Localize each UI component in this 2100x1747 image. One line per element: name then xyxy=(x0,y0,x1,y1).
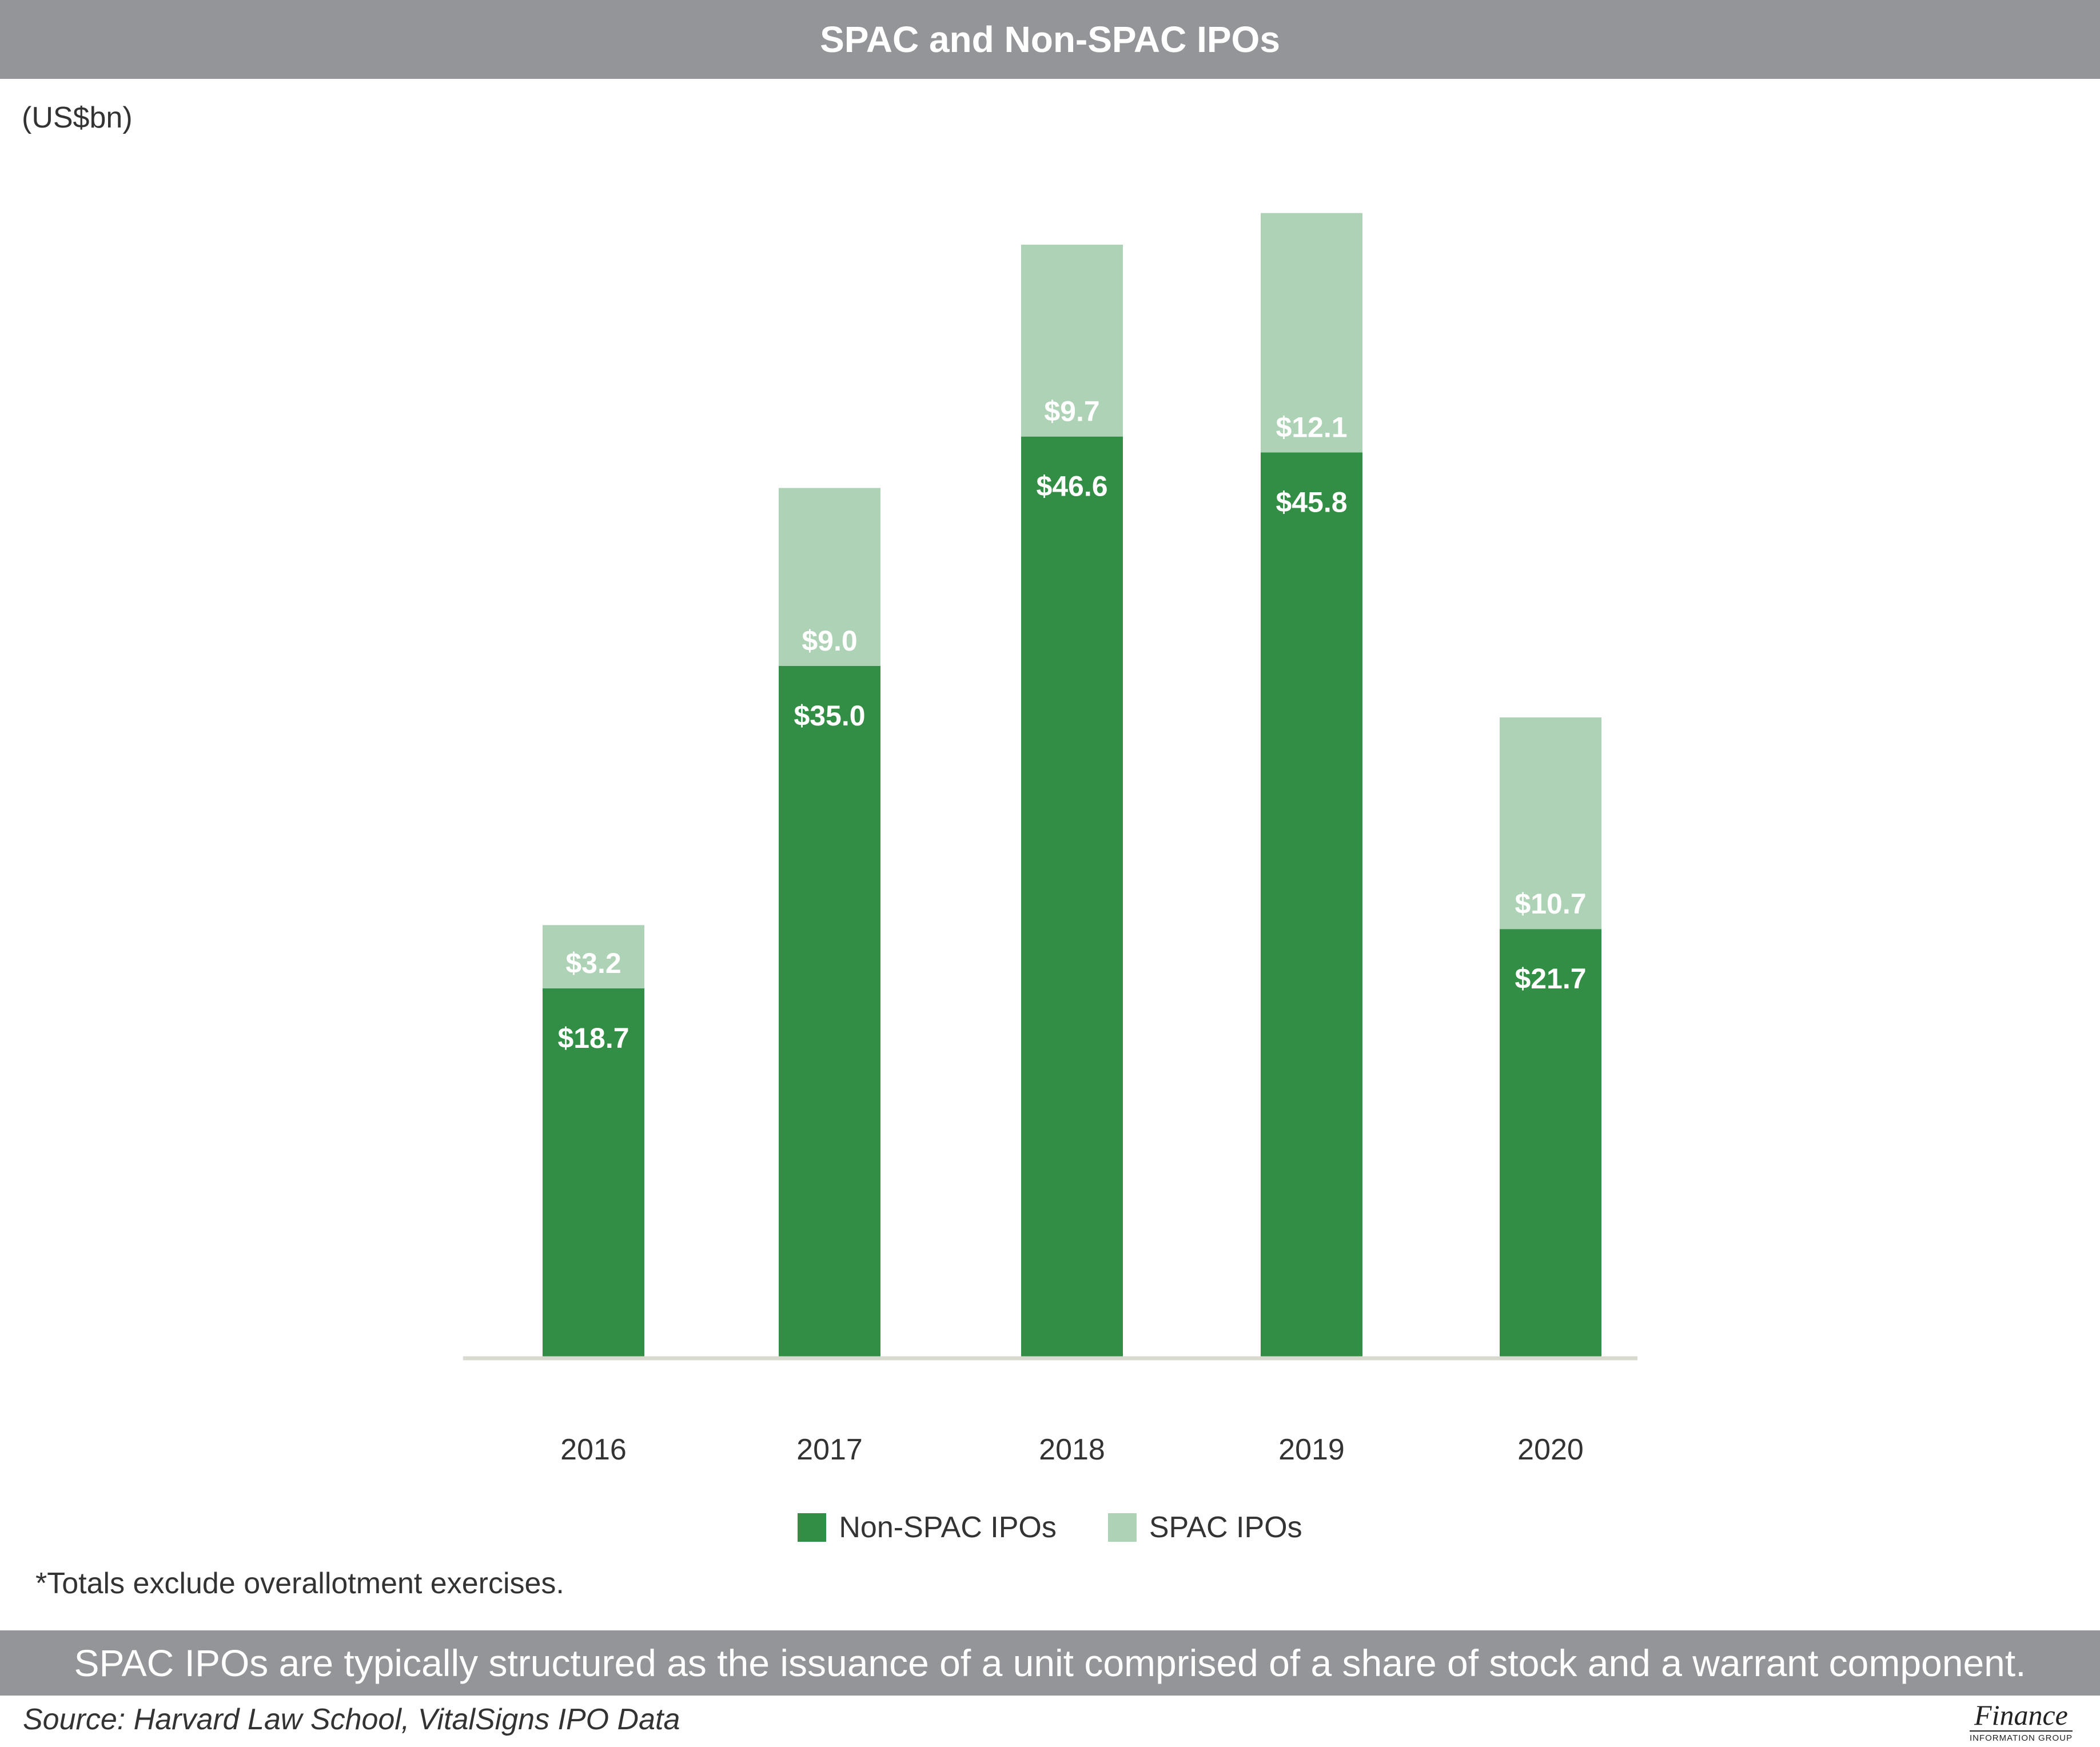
bar-label-spac-2016: $3.2 xyxy=(565,947,621,979)
bar-label-non-spac-2020: $21.7 xyxy=(1515,963,1586,995)
chart-title: SPAC and Non-SPAC IPOs xyxy=(820,19,1280,60)
bar-spac-2018 xyxy=(1021,245,1123,437)
logo-subtitle: INFORMATION GROUP xyxy=(1969,1730,2073,1743)
x-tick-2017: 2017 xyxy=(796,1433,863,1466)
legend: Non-SPAC IPOs SPAC IPOs xyxy=(0,1510,2100,1545)
banner-text: SPAC IPOs are typically structured as th… xyxy=(74,1642,2026,1684)
finance-logo: Finance INFORMATION GROUP xyxy=(1969,1699,2073,1743)
bar-spac-2020 xyxy=(1500,717,1601,930)
legend-item-spac: SPAC IPOs xyxy=(1107,1510,1302,1545)
bar-label-non-spac-2018: $46.6 xyxy=(1036,470,1107,502)
footnote: *Totals exclude overallotment exercises. xyxy=(35,1567,564,1600)
bar-non-spac-2018 xyxy=(1021,436,1123,1358)
bar-non-spac-2016 xyxy=(543,988,644,1358)
x-tick-labels: 2016 2017 2018 2019 2020 xyxy=(560,1433,1584,1466)
bar-spac-2017 xyxy=(779,488,880,666)
legend-swatch-spac xyxy=(1107,1513,1137,1542)
bar-spac-2019 xyxy=(1261,213,1362,453)
legend-label-spac: SPAC IPOs xyxy=(1149,1511,1302,1544)
bar-label-non-spac-2019: $45.8 xyxy=(1276,486,1347,518)
bar-label-non-spac-2017: $35.0 xyxy=(794,700,865,732)
bar-label-spac-2020: $10.7 xyxy=(1515,888,1586,920)
bar-label-non-spac-2016: $18.7 xyxy=(557,1022,629,1054)
chart-area: $18.7 $3.2 $35.0 $9.0 $46.6 $9.7 $45.8 $12.1 $21… xyxy=(463,213,1637,1466)
bar-label-spac-2019: $12.1 xyxy=(1276,411,1347,443)
legend-swatch-non-spac xyxy=(798,1513,827,1542)
x-tick-2018: 2018 xyxy=(1039,1433,1105,1466)
bar-non-spac-2017 xyxy=(779,666,880,1358)
bar-non-spac-2019 xyxy=(1261,452,1362,1358)
x-tick-2019: 2019 xyxy=(1278,1433,1345,1466)
bar-label-spac-2017: $9.0 xyxy=(802,625,857,657)
unit-label: (US$bn) xyxy=(22,101,133,134)
x-tick-2016: 2016 xyxy=(560,1433,627,1466)
chart-title-bar: SPAC and Non-SPAC IPOs xyxy=(0,0,2100,79)
bar-spac-2016 xyxy=(543,925,644,988)
banner: SPAC IPOs are typically structured as th… xyxy=(0,1630,2100,1696)
logo-name: Finance xyxy=(1974,1699,2068,1731)
bars-group: $18.7 $3.2 $35.0 $9.0 $46.6 $9.7 $45.8 $12.1 $21… xyxy=(543,213,1601,1358)
legend-label-non-spac: Non-SPAC IPOs xyxy=(839,1511,1057,1544)
legend-item-non-spac: Non-SPAC IPOs xyxy=(798,1510,1057,1545)
bar-non-spac-2020 xyxy=(1500,929,1601,1358)
bar-label-spac-2018: $9.7 xyxy=(1044,396,1099,428)
x-tick-2020: 2020 xyxy=(1517,1433,1584,1466)
source-note: Source: Harvard Law School, VitalSigns I… xyxy=(23,1703,680,1736)
